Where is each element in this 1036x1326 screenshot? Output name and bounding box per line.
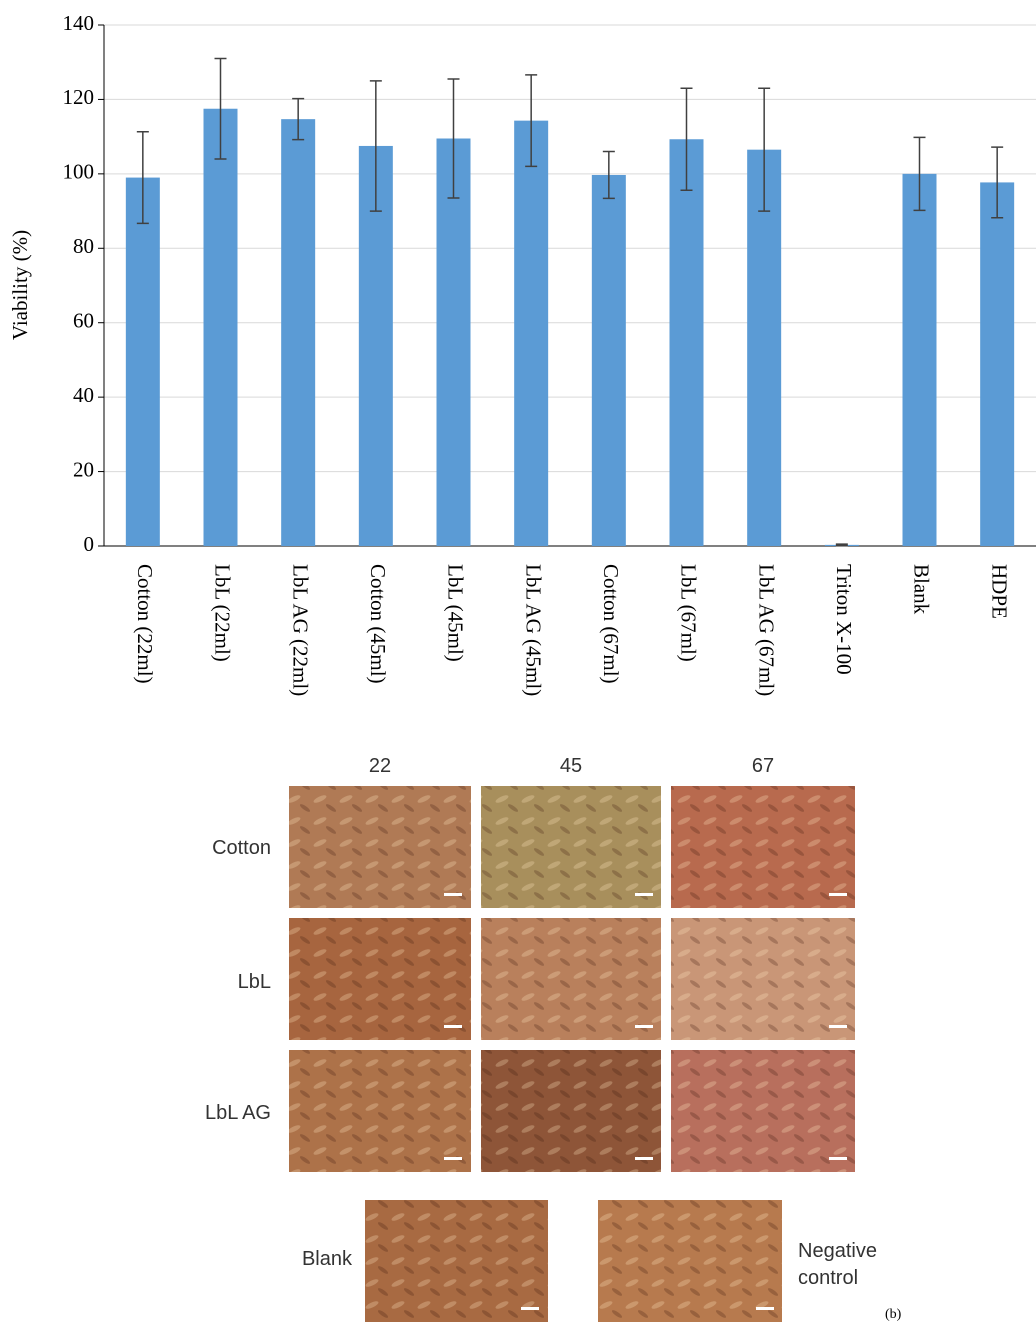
negative-control-label: Negative bbox=[798, 1240, 877, 1262]
bar bbox=[980, 182, 1014, 546]
blank-label: Blank bbox=[302, 1248, 353, 1270]
bar bbox=[437, 139, 471, 546]
x-tick-label: HDPE bbox=[987, 564, 1011, 619]
y-axis-label: Viability (%) bbox=[8, 230, 32, 340]
column-label: 22 bbox=[369, 755, 391, 777]
negative-control-label: control bbox=[798, 1267, 858, 1289]
x-tick-label: LbL AG (45ml) bbox=[521, 564, 545, 696]
x-tick-label: LbL AG (67ml) bbox=[754, 564, 778, 696]
row-label: LbL AG bbox=[205, 1102, 271, 1124]
y-tick-label: 140 bbox=[63, 11, 95, 35]
row-label: LbL bbox=[238, 971, 271, 993]
x-tick-label: Cotton (45ml) bbox=[366, 564, 390, 684]
bar bbox=[592, 175, 626, 546]
y-tick-label: 80 bbox=[73, 234, 94, 258]
y-tick-label: 40 bbox=[73, 383, 94, 407]
figure: Viability (%) 22 45 67 Cotton LbL LbL AG… bbox=[0, 0, 1036, 1326]
x-tick-label: LbL (22ml) bbox=[211, 564, 235, 662]
x-tick-label: Cotton (22ml) bbox=[133, 564, 157, 684]
x-tick-label: LbL (45ml) bbox=[444, 564, 468, 662]
column-label: 67 bbox=[752, 755, 774, 777]
x-tick-label: LbL (67ml) bbox=[677, 564, 701, 662]
x-tick-label: Triton X-100 bbox=[832, 564, 856, 675]
bar bbox=[514, 121, 548, 546]
error-bar bbox=[836, 544, 848, 545]
row-label: Cotton bbox=[212, 837, 271, 859]
bar bbox=[126, 178, 160, 546]
panel-label: (b) bbox=[885, 1307, 902, 1322]
y-tick-label: 20 bbox=[73, 457, 94, 481]
y-tick-label: 100 bbox=[63, 160, 95, 184]
x-tick-label: Cotton (67ml) bbox=[599, 564, 623, 684]
y-tick-label: 60 bbox=[73, 309, 94, 333]
bar bbox=[204, 109, 238, 546]
bar bbox=[670, 139, 704, 546]
micrograph-grid bbox=[289, 786, 855, 1322]
y-tick-label: 0 bbox=[84, 532, 95, 556]
y-tick-label: 120 bbox=[63, 85, 95, 109]
column-label: 45 bbox=[560, 755, 582, 777]
bar bbox=[903, 174, 937, 546]
x-tick-label: LbL AG (22ml) bbox=[288, 564, 312, 696]
bar bbox=[281, 119, 315, 546]
x-tick-label: Blank bbox=[910, 564, 934, 615]
